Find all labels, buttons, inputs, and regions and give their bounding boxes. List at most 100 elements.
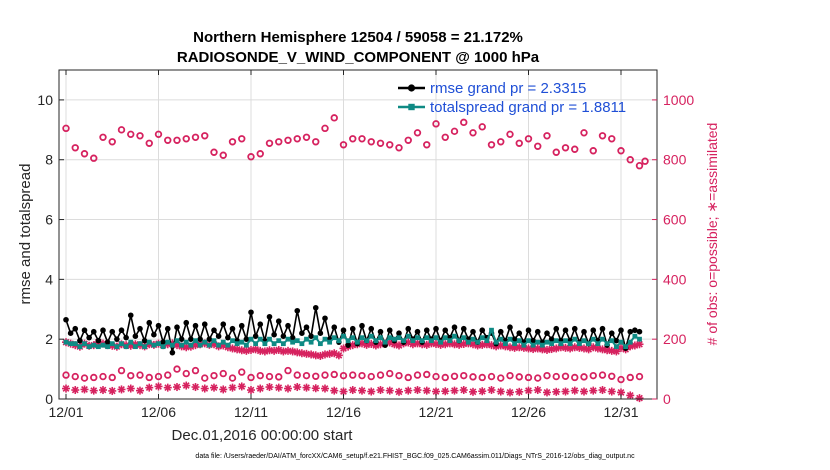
obs-possible-point — [376, 371, 385, 379]
obs-possible-point — [265, 139, 274, 147]
obs-possible-point — [450, 127, 459, 136]
rmse-point — [507, 324, 513, 331]
obs-assimilated-point — [469, 387, 477, 396]
obs-possible-point — [99, 133, 107, 141]
obs-assimilated-point — [607, 387, 616, 396]
obs-assimilated-point — [635, 340, 644, 349]
y-tick-label: 2 — [45, 331, 53, 347]
rmse-point — [613, 337, 620, 344]
obs-assimilated-point — [580, 387, 588, 396]
legend-entry: rmse grand pr = 2.3315 — [430, 80, 586, 97]
totalspread-point — [604, 341, 610, 347]
obs-assimilated-point — [487, 386, 496, 395]
obs-possible-point — [478, 123, 486, 131]
data-file-footer: data file: /Users/raeder/DAI/ATM_forcXX/… — [195, 453, 635, 460]
legend-entry: totalspread grand pr = 1.8811 — [430, 99, 626, 116]
obs-possible-point — [62, 371, 70, 379]
rmse-point — [396, 330, 402, 337]
totalspread-point — [202, 339, 208, 345]
obs-possible-point — [395, 371, 403, 380]
rmse-point — [636, 328, 643, 335]
obs-possible-point — [598, 371, 607, 379]
totalspread-point — [341, 333, 346, 339]
totalspread-point — [512, 341, 518, 347]
x-tick-label: 12/21 — [418, 404, 453, 420]
obs-possible-point — [641, 157, 649, 165]
obs-assimilated-point — [145, 383, 154, 392]
obs-possible-point — [413, 129, 422, 137]
obs-possible-point — [62, 124, 70, 133]
obs-possible-point — [145, 139, 153, 147]
totalspread-point — [91, 342, 97, 348]
rmse-point — [303, 324, 310, 331]
obs-assimilated-point — [321, 384, 329, 393]
totalspread-point — [132, 344, 138, 350]
rmse-point — [289, 334, 296, 341]
obs-possible-point — [469, 373, 477, 381]
obs-possible-point — [497, 138, 505, 146]
obs-possible-point — [506, 371, 514, 380]
obs-possible-point — [469, 129, 477, 137]
obs-assimilated-point — [385, 386, 394, 395]
rmse-point — [178, 336, 185, 342]
rmse-point — [386, 327, 393, 334]
totalspread-point — [364, 338, 370, 344]
obs-possible-point — [635, 162, 644, 170]
obs-possible-point — [80, 150, 89, 158]
rmse-point — [95, 337, 102, 344]
totalspread-point — [114, 344, 120, 350]
obs-possible-point — [247, 373, 255, 382]
rmse-point — [294, 307, 301, 314]
totalspread-point — [632, 333, 638, 339]
totalspread-point — [225, 342, 231, 348]
obs-assimilated-point — [210, 383, 218, 392]
rmse-point — [516, 330, 523, 337]
x-tick-label: 12/26 — [511, 404, 546, 420]
obs-possible-point — [293, 371, 301, 379]
obs-possible-point — [608, 372, 616, 380]
obs-assimilated-point — [71, 386, 80, 395]
obs-possible-point — [515, 373, 523, 381]
obs-possible-point — [432, 372, 440, 381]
obs-possible-point — [136, 132, 144, 140]
obs-possible-point — [423, 141, 431, 149]
totalspread-point — [563, 338, 568, 344]
obs-assimilated-point — [228, 383, 237, 392]
rmse-point — [206, 336, 213, 342]
obs-possible-point — [219, 151, 227, 159]
obs-possible-point — [201, 374, 209, 382]
obs-possible-point — [497, 374, 505, 382]
rmse-point — [433, 325, 439, 332]
totalspread-point — [299, 341, 305, 347]
rmse-point — [377, 328, 384, 335]
rmse-point — [317, 330, 324, 337]
totalspread-point — [211, 338, 217, 344]
totalspread-point — [151, 342, 157, 348]
totalspread-point — [581, 338, 587, 344]
obs-possible-point — [367, 138, 375, 146]
obs-assimilated-point — [108, 386, 117, 395]
rmse-point — [581, 328, 587, 335]
obs-assimilated-point — [404, 386, 413, 395]
totalspread-point — [86, 344, 92, 350]
totalspread-point — [257, 336, 263, 342]
y2-tick-label: 600 — [663, 212, 687, 228]
obs-assimilated-point — [330, 386, 339, 395]
obs-possible-point — [108, 138, 116, 146]
x-tick-label: 12/01 — [48, 404, 83, 420]
obs-possible-point — [127, 371, 135, 380]
rmse-point — [118, 327, 125, 334]
obs-assimilated-point — [524, 386, 533, 395]
rmse-point — [127, 312, 134, 319]
rmse-point — [553, 325, 560, 332]
obs-possible-point — [117, 366, 126, 375]
rmse-point — [497, 328, 504, 335]
totalspread-point — [567, 341, 573, 347]
rmse-point — [220, 321, 227, 328]
obs-assimilated-point — [496, 387, 505, 396]
obs-possible-point — [182, 369, 190, 378]
obs-assimilated-point — [200, 384, 209, 393]
totalspread-point — [95, 344, 101, 350]
totalspread-point — [100, 342, 106, 348]
obs-possible-point — [349, 371, 357, 379]
